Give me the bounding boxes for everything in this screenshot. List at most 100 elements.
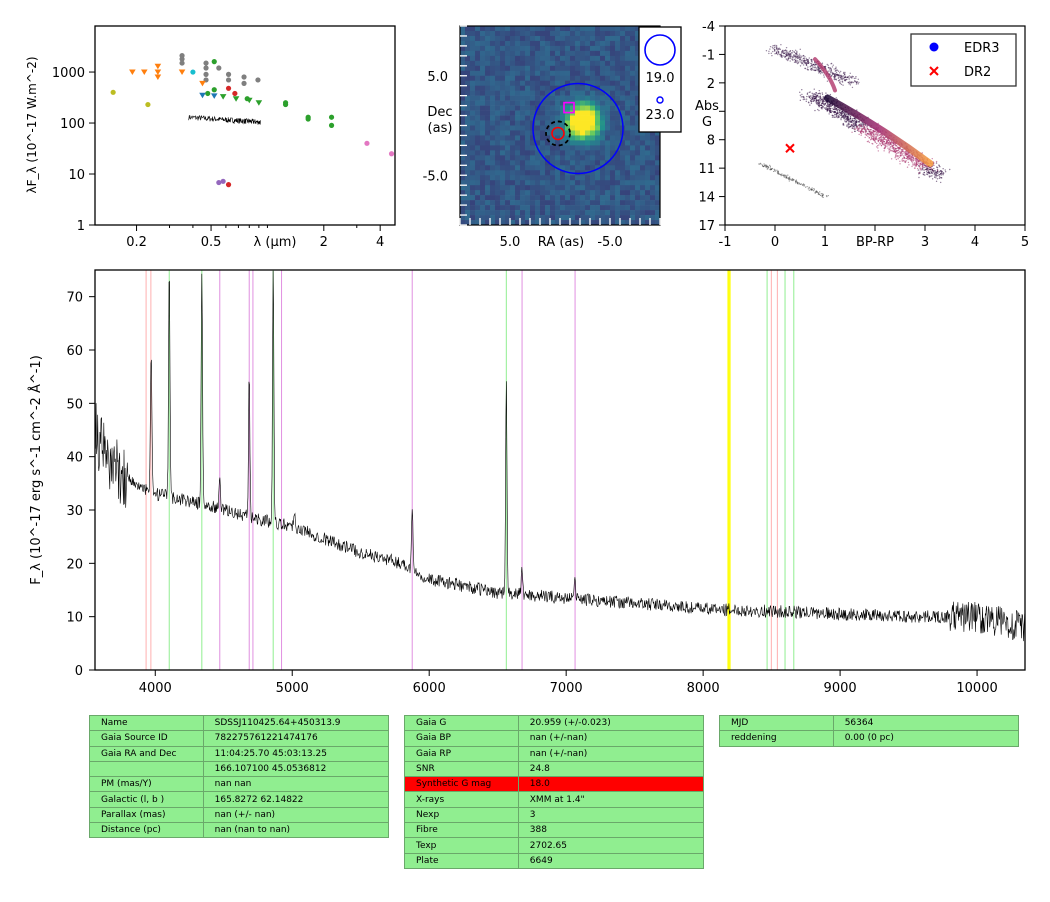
image-pixel [620, 26, 626, 32]
image-pixel [520, 55, 526, 62]
cmd-dot [808, 91, 810, 94]
image-pixel [475, 45, 481, 52]
image-pixel [525, 95, 531, 101]
image-pixel [580, 50, 586, 57]
image-pixel [580, 35, 586, 42]
image-pixel [560, 40, 566, 47]
spectrum-frame [94, 269, 1026, 671]
image-pixel [475, 130, 481, 136]
image-pixel [560, 26, 566, 32]
cmd-dot [906, 166, 909, 168]
image-pixel [465, 115, 471, 121]
cmd-dot [902, 155, 905, 157]
image-pixel [475, 110, 481, 116]
image-pixel [570, 200, 576, 206]
cmd-dot [816, 99, 818, 102]
cmd-dot [821, 106, 824, 109]
image-pixel [555, 105, 561, 111]
image-pixel [515, 26, 521, 32]
image-pixel [465, 90, 471, 96]
image-pixel [520, 100, 526, 106]
image-pixel [600, 170, 606, 176]
image-pixel [565, 115, 571, 121]
image-pixel [495, 200, 501, 206]
image-pixel [595, 45, 601, 52]
cmd-dot [931, 172, 933, 174]
image-pixel [610, 55, 616, 62]
cmd-dot [918, 162, 920, 164]
cmd-dot [830, 105, 832, 108]
cmd-dot [812, 98, 815, 100]
image-pixel [600, 110, 606, 116]
image-pixel [485, 120, 491, 126]
image-pixel [590, 26, 596, 32]
cmd-dot [820, 99, 823, 101]
image-pixel [610, 30, 616, 37]
image-pixel [545, 170, 551, 176]
image-pixel [595, 30, 601, 37]
sed-upper-limit [140, 69, 148, 76]
image-pixel [485, 195, 491, 201]
cmd-dot [897, 157, 899, 160]
image-pixel [510, 30, 516, 37]
image-pixel [470, 145, 476, 151]
image-pixel [585, 140, 591, 146]
image-pixel [625, 26, 631, 32]
image-pixel [540, 30, 546, 37]
image-pixel [635, 120, 641, 126]
image-pixel [635, 195, 641, 201]
sed-upper-limit [199, 92, 206, 99]
image-pixel [625, 155, 631, 161]
cmd-dot [903, 157, 905, 159]
cmd-dot [897, 149, 899, 152]
cmd-dot [821, 93, 824, 96]
image-pixel [635, 35, 641, 42]
cmd-dot [938, 171, 941, 173]
cmd-dot [942, 174, 944, 176]
image-pixel [485, 130, 491, 136]
image-pixel [630, 220, 636, 226]
image-pixel [540, 26, 546, 32]
image-pixel [465, 160, 471, 166]
image-pixel [600, 95, 606, 101]
image-pixel [600, 120, 606, 126]
image-pixel [575, 210, 581, 216]
image-pixel [615, 195, 621, 201]
cmd-dot [883, 137, 885, 139]
table-key: Nexp [404, 806, 519, 824]
image-pixel [490, 200, 496, 206]
image-pixel [585, 125, 591, 131]
image-pixel [625, 55, 631, 62]
image-pixel [610, 80, 616, 86]
cmd-dot [871, 137, 874, 140]
image-pixel [550, 165, 556, 171]
image-pixel [565, 95, 571, 101]
image-pixel [510, 45, 516, 52]
image-pixel [470, 140, 476, 146]
image-pixel [605, 145, 611, 151]
spectrum-ytick-label: 50 [66, 397, 83, 412]
image-pixel [495, 155, 501, 161]
image-pixel [535, 220, 541, 226]
image-pixel [490, 205, 496, 211]
image-pixel [635, 125, 641, 131]
table-key: Parallax (mas) [89, 806, 204, 824]
image-pixel [520, 35, 526, 42]
cmd-dot [838, 111, 841, 113]
image-pixel [535, 160, 541, 166]
table-value: 20.959 (+/-0.023) [517, 714, 705, 732]
image-pixel [635, 110, 641, 116]
image-pixel [575, 26, 581, 32]
image-pixel [545, 55, 551, 62]
image-pixel [570, 45, 576, 52]
image-pixel [500, 90, 506, 96]
image-pixel [605, 130, 611, 136]
image-pixel [635, 130, 641, 136]
cmd-dot [894, 150, 896, 152]
image-pixel [495, 125, 501, 131]
image-pixel [635, 100, 641, 106]
image-ytick-label: -5.0 [423, 169, 448, 184]
image-pixel [655, 150, 661, 156]
cmd-dot [933, 167, 935, 170]
image-pixel [655, 165, 661, 171]
